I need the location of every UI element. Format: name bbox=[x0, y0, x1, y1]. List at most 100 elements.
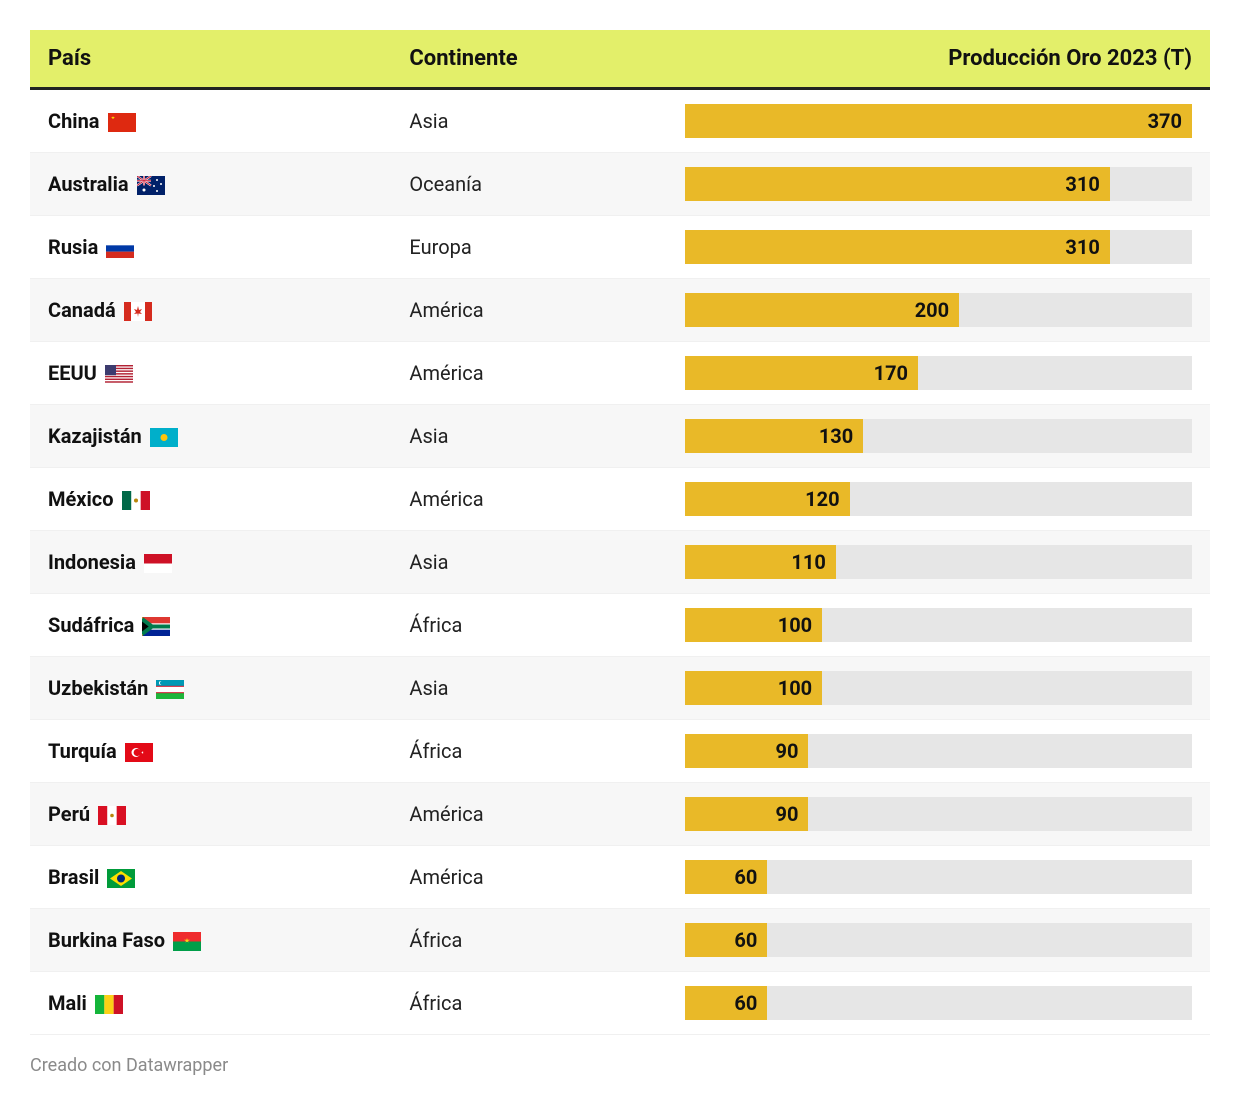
country-cell: México bbox=[48, 487, 373, 511]
country-cell: Kazajistán bbox=[48, 424, 373, 448]
country-name: Canadá bbox=[48, 298, 116, 322]
bar-cell: 100 bbox=[667, 657, 1210, 720]
table-row: China Asia 370 bbox=[30, 89, 1210, 153]
bar-cell: 90 bbox=[667, 783, 1210, 846]
continent-cell: Europa bbox=[391, 216, 667, 279]
bar-cell: 60 bbox=[667, 972, 1210, 1035]
flag-icon bbox=[125, 739, 153, 763]
bar-fill bbox=[685, 104, 1192, 138]
continent-cell: América bbox=[391, 468, 667, 531]
bar-track: 120 bbox=[685, 482, 1192, 516]
continent-cell: Asia bbox=[391, 405, 667, 468]
country-cell: Rusia bbox=[48, 235, 373, 259]
country-name: EEUU bbox=[48, 361, 97, 385]
col-header-production: Producción Oro 2023 (T) bbox=[667, 30, 1210, 89]
country-name: Kazajistán bbox=[48, 424, 142, 448]
table-row: Mali África 60 bbox=[30, 972, 1210, 1035]
country-cell: Canadá bbox=[48, 298, 373, 322]
table-row: Brasil América 60 bbox=[30, 846, 1210, 909]
flag-icon bbox=[142, 613, 170, 637]
country-cell: Sudáfrica bbox=[48, 613, 373, 637]
country-name: Sudáfrica bbox=[48, 613, 134, 637]
table-row: Burkina Faso África 60 bbox=[30, 909, 1210, 972]
bar-value: 120 bbox=[805, 487, 839, 511]
bar-fill bbox=[685, 167, 1110, 201]
flag-icon bbox=[144, 550, 172, 574]
country-cell: EEUU bbox=[48, 361, 373, 385]
country-name: Rusia bbox=[48, 235, 98, 259]
bar-value: 60 bbox=[734, 865, 757, 889]
bar-cell: 110 bbox=[667, 531, 1210, 594]
flag-icon bbox=[108, 109, 136, 133]
bar-cell: 60 bbox=[667, 909, 1210, 972]
flag-icon bbox=[156, 676, 184, 700]
continent-cell: América bbox=[391, 279, 667, 342]
country-cell: Mali bbox=[48, 991, 373, 1015]
bar-value: 370 bbox=[1148, 109, 1182, 133]
bar-track: 100 bbox=[685, 608, 1192, 642]
country-cell: Uzbekistán bbox=[48, 676, 373, 700]
country-name: Turquía bbox=[48, 739, 117, 763]
bar-value: 170 bbox=[874, 361, 908, 385]
continent-cell: Oceanía bbox=[391, 153, 667, 216]
country-cell: Indonesia bbox=[48, 550, 373, 574]
bar-track: 170 bbox=[685, 356, 1192, 390]
bar-value: 310 bbox=[1065, 172, 1099, 196]
flag-icon bbox=[122, 487, 150, 511]
country-name: Perú bbox=[48, 802, 90, 826]
country-cell: China bbox=[48, 109, 373, 133]
table-row: Kazajistán Asia 130 bbox=[30, 405, 1210, 468]
flag-icon bbox=[173, 928, 201, 952]
bar-track: 100 bbox=[685, 671, 1192, 705]
bar-value: 110 bbox=[791, 550, 825, 574]
bar-track: 310 bbox=[685, 230, 1192, 264]
table-row: Sudáfrica África 100 bbox=[30, 594, 1210, 657]
bar-cell: 200 bbox=[667, 279, 1210, 342]
table-row: AustraliaOceanía 310 bbox=[30, 153, 1210, 216]
continent-cell: África bbox=[391, 972, 667, 1035]
bar-value: 100 bbox=[778, 613, 812, 637]
continent-cell: África bbox=[391, 909, 667, 972]
table-header-row: País Continente Producción Oro 2023 (T) bbox=[30, 30, 1210, 89]
flag-icon bbox=[137, 172, 165, 196]
continent-cell: África bbox=[391, 594, 667, 657]
bar-value: 130 bbox=[819, 424, 853, 448]
bar-track: 60 bbox=[685, 923, 1192, 957]
country-cell: Brasil bbox=[48, 865, 373, 889]
country-name: China bbox=[48, 109, 100, 133]
continent-cell: América bbox=[391, 846, 667, 909]
continent-cell: América bbox=[391, 783, 667, 846]
bar-value: 100 bbox=[778, 676, 812, 700]
bar-cell: 170 bbox=[667, 342, 1210, 405]
table-row: Canadá América 200 bbox=[30, 279, 1210, 342]
bar-value: 310 bbox=[1065, 235, 1099, 259]
table-row: Rusia Europa 310 bbox=[30, 216, 1210, 279]
bar-track: 200 bbox=[685, 293, 1192, 327]
flag-icon bbox=[106, 235, 134, 259]
flag-icon bbox=[107, 865, 135, 889]
country-name: Brasil bbox=[48, 865, 99, 889]
flag-icon bbox=[124, 298, 152, 322]
table-row: IndonesiaAsia 110 bbox=[30, 531, 1210, 594]
table-row: Perú América 90 bbox=[30, 783, 1210, 846]
bar-value: 60 bbox=[734, 991, 757, 1015]
bar-track: 370 bbox=[685, 104, 1192, 138]
bar-value: 90 bbox=[776, 739, 799, 763]
bar-fill bbox=[685, 230, 1110, 264]
country-cell: Burkina Faso bbox=[48, 928, 373, 952]
bar-track: 310 bbox=[685, 167, 1192, 201]
bar-track: 90 bbox=[685, 797, 1192, 831]
country-cell: Perú bbox=[48, 802, 373, 826]
continent-cell: Asia bbox=[391, 89, 667, 153]
bar-track: 130 bbox=[685, 419, 1192, 453]
bar-track: 110 bbox=[685, 545, 1192, 579]
bar-cell: 120 bbox=[667, 468, 1210, 531]
bar-cell: 60 bbox=[667, 846, 1210, 909]
bar-track: 60 bbox=[685, 860, 1192, 894]
continent-cell: Asia bbox=[391, 657, 667, 720]
flag-icon bbox=[105, 361, 133, 385]
country-name: México bbox=[48, 487, 114, 511]
continent-cell: África bbox=[391, 720, 667, 783]
footer-credit: Creado con Datawrapper bbox=[30, 1055, 1210, 1076]
flag-icon bbox=[95, 991, 123, 1015]
